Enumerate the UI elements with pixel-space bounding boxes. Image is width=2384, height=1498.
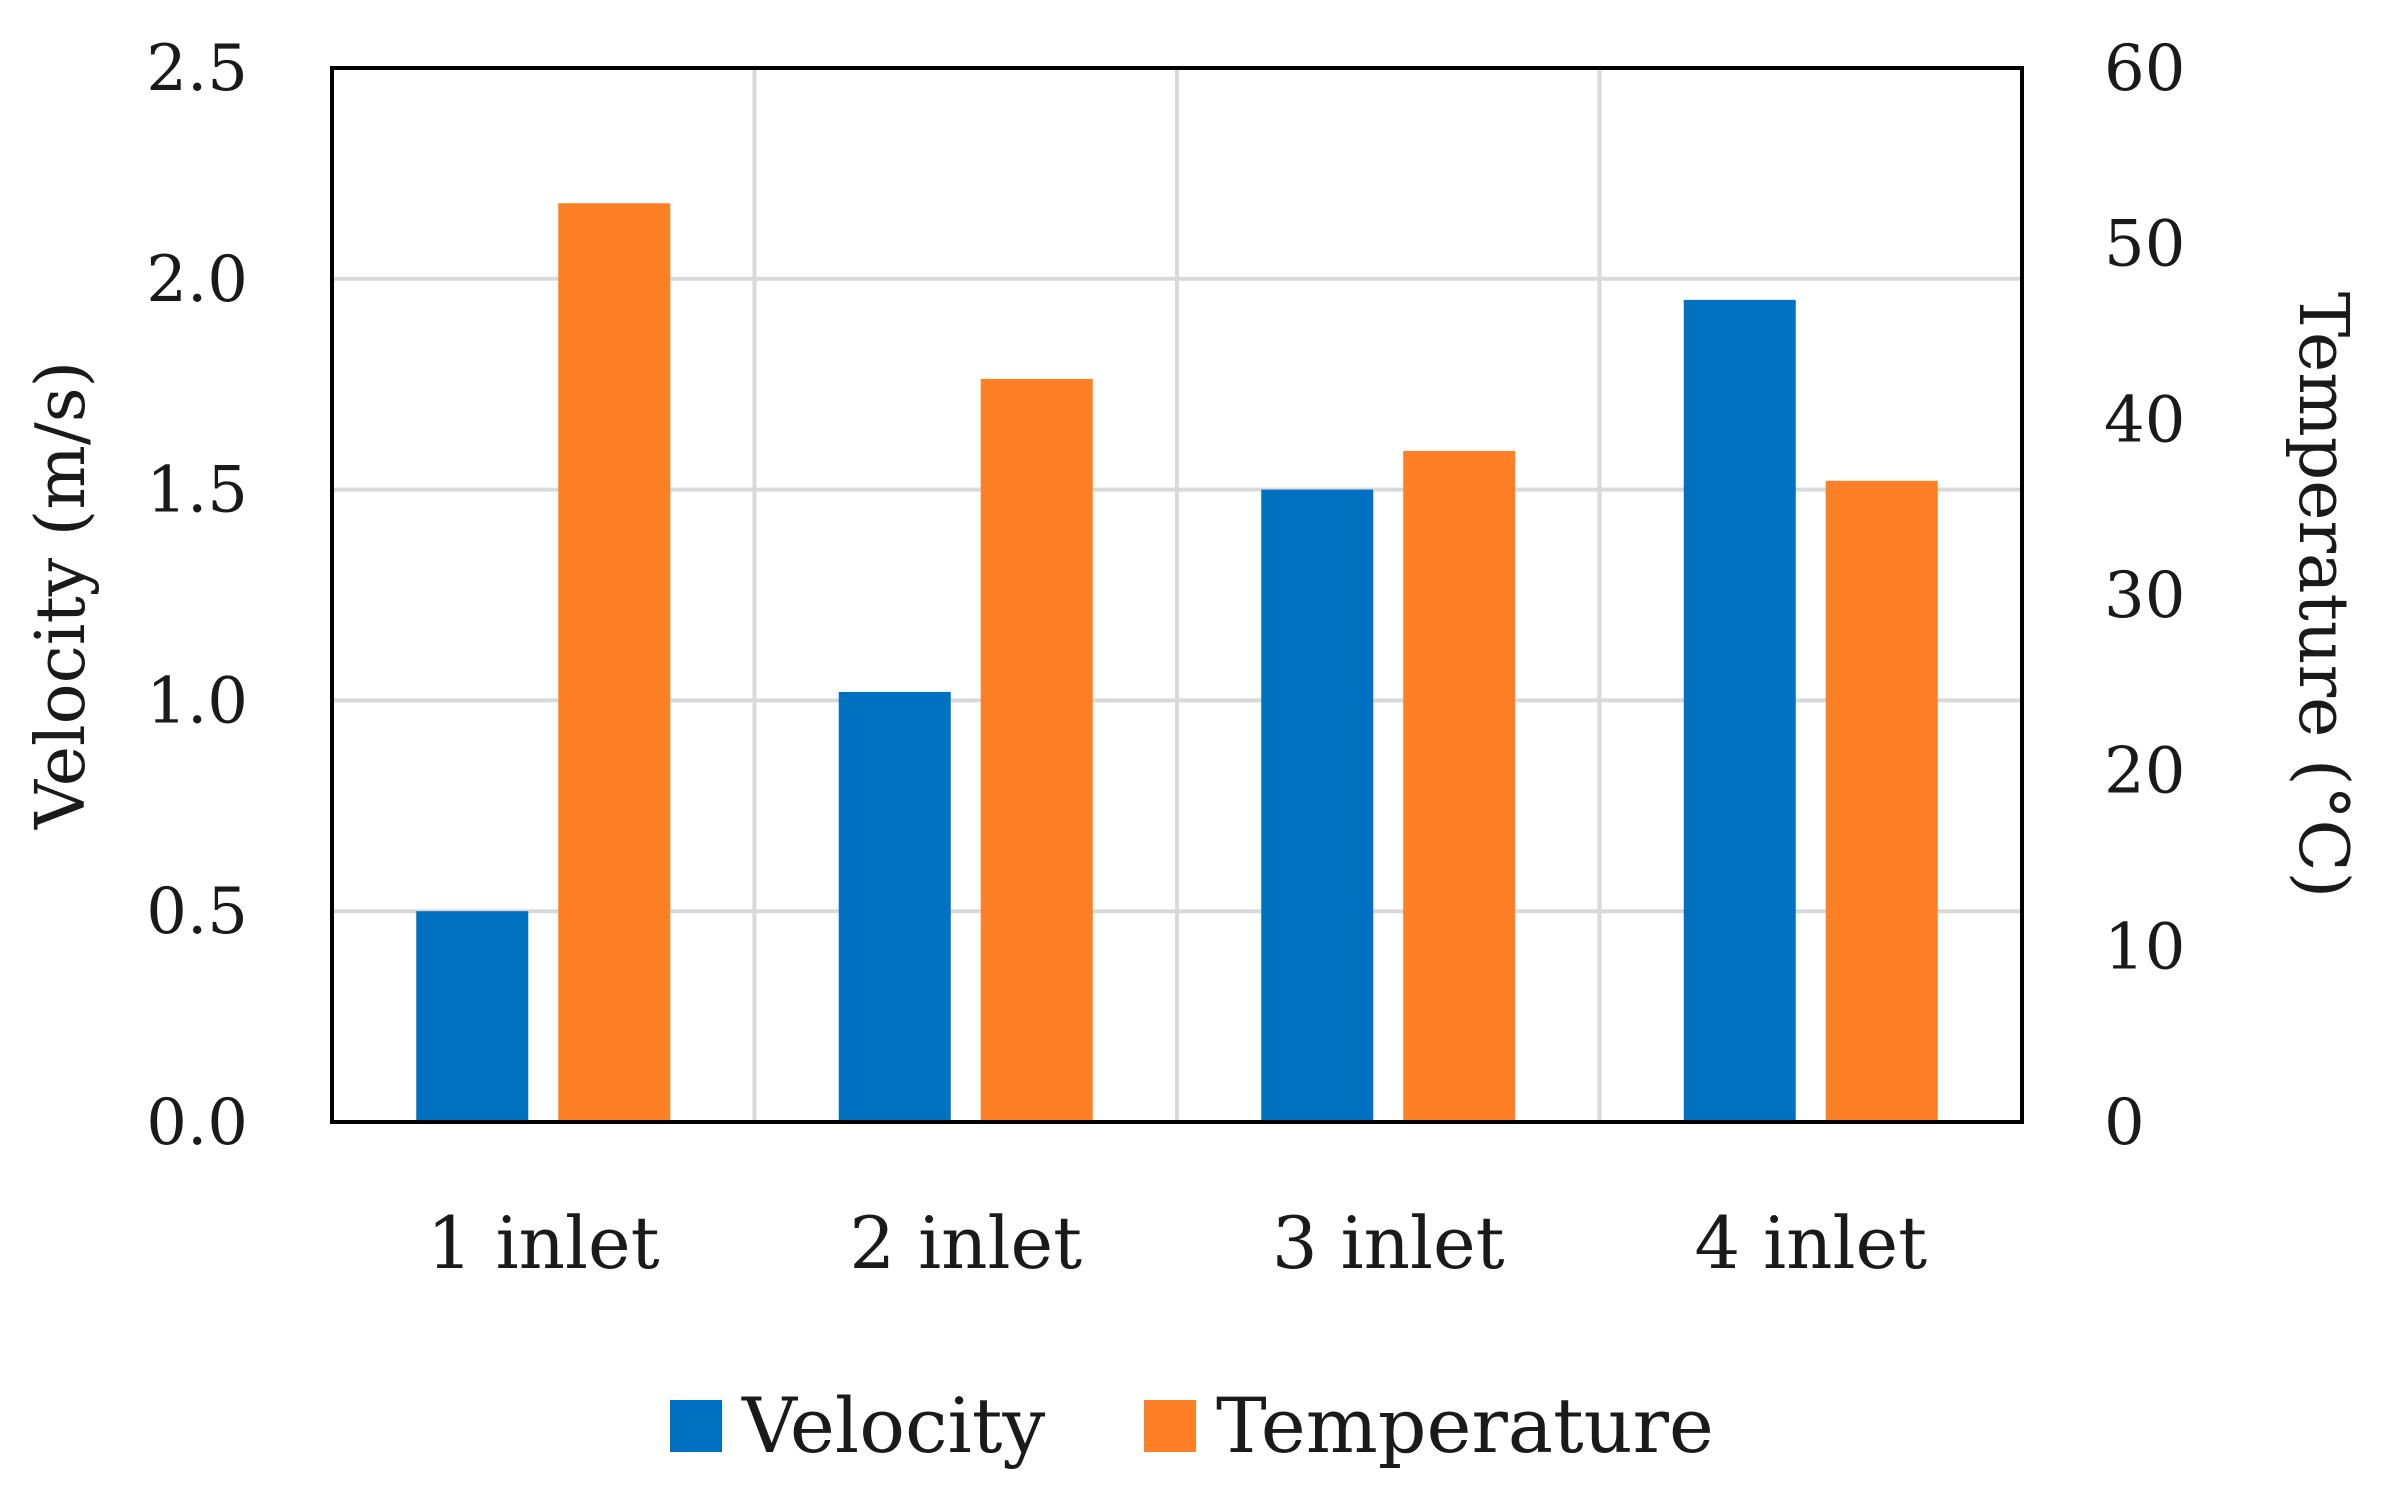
left-tick-label: 0.5	[146, 875, 248, 949]
category-label: 2 inlet	[849, 1201, 1082, 1285]
left-axis-ticks: 0.0 0.5 1.0 1.5 2.0 2.5	[146, 32, 248, 1160]
category-label: 4 inlet	[1694, 1201, 1927, 1285]
category-labels: 1 inlet 2 inlet 3 inlet 4 inlet	[427, 1201, 1927, 1285]
left-tick-label: 2.0	[146, 243, 248, 317]
legend-label-velocity: Velocity	[741, 1381, 1045, 1470]
legend-swatch-velocity	[670, 1400, 722, 1452]
legend-swatch-temperature	[1144, 1400, 1196, 1452]
bar-velocity-4	[1683, 299, 1796, 1122]
left-tick-label: 0.0	[146, 1086, 248, 1160]
left-tick-label: 1.5	[146, 454, 248, 528]
y-axis-title-left: Velocity (m/s)	[22, 361, 101, 830]
y-axis-title-right: Temperature (°C)	[2283, 292, 2362, 898]
legend: Velocity Temperature	[670, 1381, 1714, 1470]
right-tick-label: 0	[2104, 1086, 2145, 1160]
left-tick-label: 2.5	[146, 32, 248, 106]
left-tick-label: 1.0	[146, 664, 248, 738]
right-tick-label: 50	[2104, 208, 2185, 282]
bar-velocity-2	[838, 691, 951, 1122]
bar-temperature-4	[1825, 480, 1938, 1123]
plot-frame	[330, 66, 2024, 1124]
bars	[416, 203, 1938, 1123]
right-tick-label: 20	[2104, 735, 2185, 809]
right-tick-label: 60	[2104, 32, 2185, 106]
category-label: 3 inlet	[1272, 1201, 1505, 1285]
right-tick-label: 30	[2104, 559, 2185, 633]
bar-velocity-3	[1261, 489, 1374, 1123]
bar-temperature-1	[558, 203, 671, 1123]
bar-velocity-1	[416, 911, 529, 1122]
right-tick-label: 40	[2104, 383, 2185, 457]
category-label: 1 inlet	[427, 1201, 660, 1285]
legend-label-temperature: Temperature	[1216, 1381, 1714, 1470]
bar-temperature-3	[1403, 450, 1516, 1122]
right-axis-ticks: 0 10 20 30 40 50 60	[2104, 32, 2185, 1160]
bar-temperature-2	[980, 378, 1093, 1122]
right-tick-label: 10	[2104, 910, 2185, 984]
